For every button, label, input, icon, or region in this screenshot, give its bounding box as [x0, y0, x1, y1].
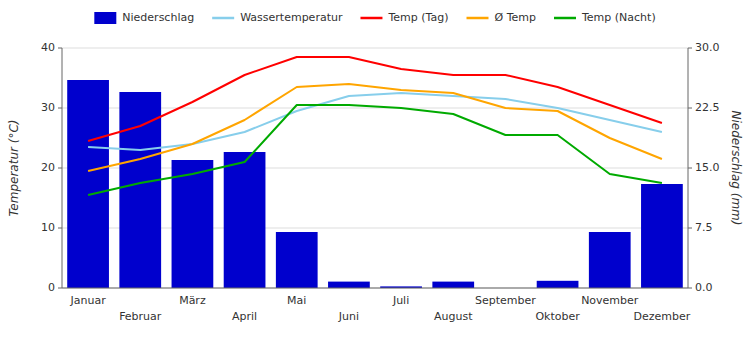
grid [62, 48, 688, 288]
tick [58, 288, 62, 289]
tick [58, 168, 62, 169]
category-label: Juli [392, 294, 409, 307]
category-label: Januar [69, 294, 106, 307]
tick-label: 0 [48, 281, 55, 294]
category-label: Oktober [535, 310, 580, 323]
tick [58, 228, 62, 229]
category-label: September [475, 294, 536, 307]
legend-item: Temp (Tag) [360, 11, 448, 24]
bar [67, 80, 109, 288]
legend-item: Niederschlag [94, 11, 194, 24]
line [88, 105, 662, 195]
bar [432, 282, 474, 288]
legend-label: Niederschlag [122, 11, 194, 24]
tick [688, 168, 692, 169]
tick [58, 48, 62, 49]
tick [688, 48, 692, 49]
bar-series [67, 80, 683, 288]
chart: 0 10 20 30 40 0.0 7.5 15.0 22.5 30.0 Januar Februar… [0, 0, 750, 350]
bar [328, 282, 370, 288]
bar [589, 232, 631, 288]
legend-item: Temp (Nacht) [554, 11, 656, 24]
category-label: März [179, 294, 206, 307]
bar [224, 152, 266, 288]
bar [641, 184, 683, 288]
axes: 0 10 20 30 40 0.0 7.5 15.0 22.5 30.0 Januar Februar… [41, 41, 720, 323]
bar [172, 160, 214, 288]
y2-axis-title: Niederschlag (mm) [729, 111, 743, 226]
tick-label: 10 [41, 221, 55, 234]
marks [67, 57, 683, 288]
legend-swatch [94, 12, 116, 24]
category-label: Februar [119, 310, 162, 323]
legend: Niederschlag Wassertemperatur Temp (Tag) Ø … [94, 11, 655, 24]
category-label: April [232, 310, 257, 323]
tick-label: 22.5 [695, 101, 720, 114]
legend-label: Temp (Tag) [387, 11, 448, 24]
line [88, 57, 662, 141]
grid-line [62, 288, 688, 289]
legend-item: Ø Temp [467, 11, 536, 24]
bar [276, 232, 318, 288]
tick-label: 7.5 [695, 221, 713, 234]
tick-label: 15.0 [695, 161, 720, 174]
legend-swatch [554, 17, 576, 20]
x-axis-line [62, 288, 688, 289]
legend-swatch [467, 17, 489, 20]
legend-label: Temp (Nacht) [581, 11, 656, 24]
legend-item: Wassertemperatur [212, 11, 343, 24]
legend-swatch [212, 17, 234, 20]
line [88, 84, 662, 171]
bar [119, 92, 161, 288]
grid-line [62, 48, 688, 49]
legend-label: Ø Temp [495, 11, 536, 24]
category-label: Juni [338, 310, 359, 323]
category-label: August [434, 310, 473, 323]
legend-label: Wassertemperatur [240, 11, 343, 24]
tick-label: 40 [41, 41, 55, 54]
tick [688, 108, 692, 109]
category-label: Dezember [634, 310, 691, 323]
tick-label: 0.0 [695, 281, 713, 294]
category-label: November [581, 294, 639, 307]
tick-label: 30.0 [695, 41, 720, 54]
tick [688, 288, 692, 289]
category-label: Mai [287, 294, 306, 307]
legend-swatch [360, 17, 382, 20]
y-axis-title: Temperatur (°C) [7, 119, 21, 216]
bar [537, 281, 579, 288]
tick-label: 30 [41, 101, 55, 114]
tick-label: 20 [41, 161, 55, 174]
tick [58, 108, 62, 109]
tick [688, 228, 692, 229]
